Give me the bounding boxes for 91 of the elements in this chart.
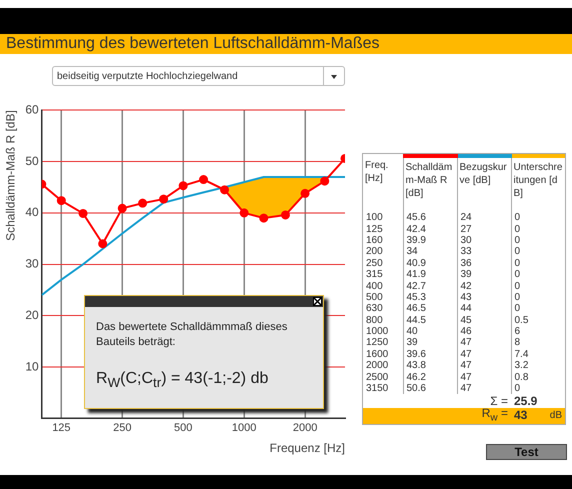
y-tick-label: 2500 — [365, 371, 390, 383]
data-label: 50.6 — [403, 382, 457, 394]
data-label: 0 — [511, 212, 565, 224]
y-tick-label: 1000 — [365, 326, 390, 338]
annotation: Σ = — [490, 394, 509, 408]
data-label: 0 — [511, 234, 565, 246]
data-label: 0.8 — [511, 371, 565, 383]
data-label: 0 — [511, 268, 565, 280]
data-label: 45 — [457, 314, 511, 326]
data-label: 41.9 — [403, 268, 457, 280]
x-tick-label: 1000 — [232, 422, 256, 434]
x-axis-title: Frequenz [Hz] — [270, 441, 345, 456]
data-label: 44.5 — [403, 314, 457, 326]
data-label: 40 — [403, 326, 457, 338]
data-label: 34 — [403, 246, 457, 258]
data-label: 47 — [457, 371, 511, 383]
test-button: Test — [486, 444, 567, 460]
y-tick-label: 20 — [25, 308, 40, 322]
data-label: 43 — [457, 292, 511, 304]
y-axis-title: Freq. [Hz] — [364, 159, 390, 186]
x-tick-label: Bezugskurve [dB] — [457, 156, 511, 212]
data-label: 27 — [457, 223, 511, 235]
annotation: Das bewertete Schalldämmmaß dieses Bauteils beträgt: — [96, 320, 288, 350]
annotation: 25.9 — [513, 394, 538, 408]
data-label: 0 — [511, 303, 565, 315]
y-tick-label: 250 — [365, 258, 384, 269]
y-tick-label: 2000 — [365, 360, 390, 372]
data-label: 47 — [457, 348, 511, 360]
text: 43 — [514, 408, 528, 422]
data-label: 46.5 — [403, 303, 457, 315]
data-label: 43.8 — [403, 360, 457, 372]
text: dB — [550, 410, 562, 422]
y-tick-label: 60 — [25, 102, 40, 117]
data-label: 47 — [457, 360, 511, 372]
y-tick-label: 10 — [25, 359, 40, 374]
data-label: 8 — [511, 337, 565, 349]
y-tick-label: 40 — [25, 205, 40, 220]
data-label: 7.4 — [511, 348, 565, 360]
x-tick-label: 125 — [52, 422, 71, 434]
y-tick-label: 800 — [365, 314, 384, 326]
x-tick-label: 2000 — [292, 422, 318, 434]
data-label: 47 — [457, 337, 511, 349]
data-label: 44 — [457, 303, 511, 315]
data-label: 0 — [511, 280, 565, 292]
y-tick-label: 315 — [365, 268, 384, 280]
data-label: 46.2 — [403, 371, 457, 383]
y-tick-label: 400 — [365, 280, 384, 292]
y-tick-label: 3150 — [365, 382, 390, 394]
data-label: 0 — [511, 223, 565, 235]
data-label: 24 — [457, 212, 511, 224]
data-label: 42.7 — [403, 280, 457, 292]
dropdown-field: beidseitig verputzte Hochlochziegelwand — [52, 66, 345, 86]
y-tick-label: 1600 — [365, 348, 390, 360]
data-label: 36 — [457, 258, 511, 269]
data-label: 6 — [511, 326, 565, 338]
y-tick-label: 160 — [365, 234, 384, 246]
data-label: 42 — [457, 280, 511, 292]
data-label: 0.5 — [511, 314, 565, 326]
x-tick-label: Schalldämm-Maß R [dB] — [403, 156, 457, 212]
data-label: 40.9 — [403, 258, 457, 269]
y-tick-label: 50 — [25, 154, 40, 168]
message-dialog: Das bewertete Schalldämmmaß dieses Bauteils beträgt: R$_{W}$(C;C$_{tr}$) = 43(-1;-2) db — [84, 295, 324, 409]
y-tick-label: 500 — [365, 292, 384, 304]
data-label: 39 — [457, 268, 511, 280]
x-tick-label: Unterschreitungen [dB] — [511, 156, 565, 212]
data-label: 0 — [511, 246, 565, 258]
y-tick-label: 125 — [365, 223, 384, 235]
y-tick-label: 100 — [365, 212, 384, 224]
annotation: R$_{W}$(C;C$_{tr}$) = 43(-1;-2) db — [96, 370, 268, 390]
data-label: 33 — [457, 246, 511, 258]
data-label: 45.3 — [403, 292, 457, 304]
data-label: 39.6 — [403, 348, 457, 360]
y-tick-label: 630 — [365, 303, 384, 315]
data-label: 45.6 — [403, 212, 457, 224]
data-label: 42.4 — [403, 223, 457, 235]
data-label: 46 — [457, 326, 511, 338]
data-label: 0 — [511, 382, 565, 394]
data-label: 30 — [457, 234, 511, 246]
chart-title: Bestimmung des bewerteten Luftschalldämm-Maßes — [0, 34, 572, 54]
x-tick-label: 500 — [174, 422, 192, 434]
y-tick-label: 30 — [25, 256, 40, 271]
data-label: 47 — [457, 382, 511, 394]
data-label: 0 — [511, 292, 565, 304]
y-tick-label: 1250 — [365, 337, 390, 349]
x-tick-label: 250 — [113, 422, 132, 434]
data-label: 39 — [403, 337, 457, 349]
data-label: 3.2 — [511, 360, 565, 372]
data-label: 0 — [511, 258, 565, 269]
text: R$_{w}$ = — [363, 406, 511, 424]
data-label: 39.9 — [403, 234, 457, 246]
y-tick-label: 200 — [365, 246, 384, 258]
